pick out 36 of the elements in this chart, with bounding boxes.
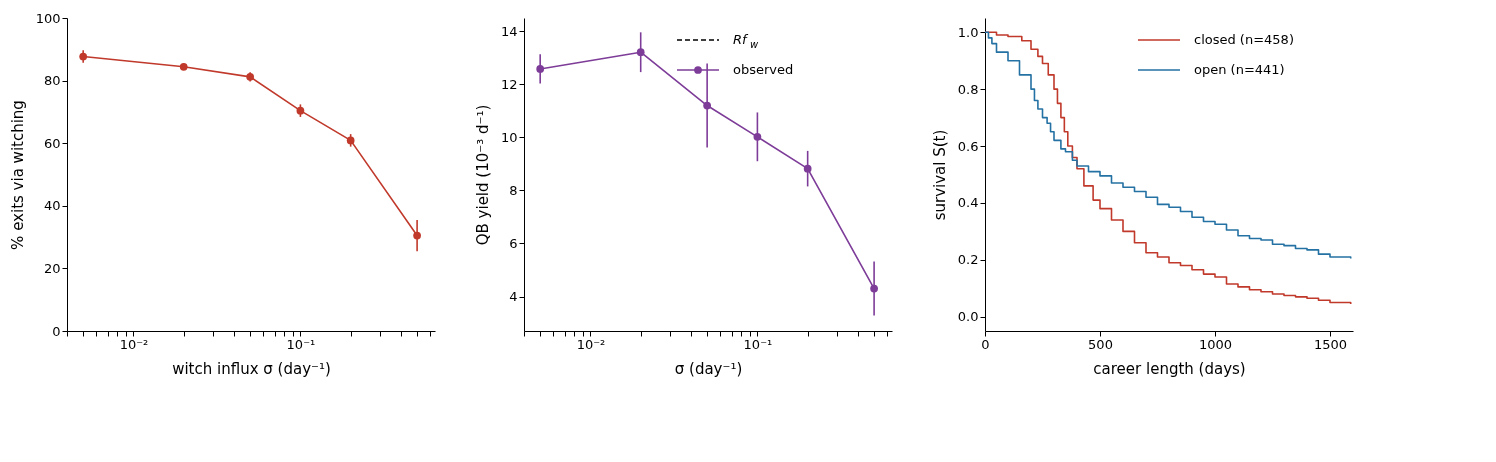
y-tick-label: 100	[35, 10, 61, 26]
y-tick-label: 0.6	[957, 138, 979, 154]
legend-label: open (n=441)	[1194, 62, 1285, 77]
x-tick-label: 1500	[1313, 336, 1348, 352]
x-tick-label: 0	[981, 336, 990, 352]
y-tick-label: 60	[43, 135, 61, 151]
x-axis-title: career length (days)	[1093, 359, 1246, 378]
y-tick-label: 40	[43, 198, 61, 214]
x-tick-label: 500	[1088, 336, 1113, 352]
y-tick-label: 20	[43, 260, 61, 276]
y-tick-label: 0	[52, 323, 61, 339]
y-tick-label: 14	[500, 23, 518, 39]
legend-label: closed (n=458)	[1194, 32, 1294, 47]
y-tick-label: 4	[509, 289, 518, 305]
x-axis-title: σ (day⁻¹)	[674, 359, 743, 378]
y-tick-label: 80	[43, 73, 61, 89]
x-tick-label: 10⁻²	[576, 336, 606, 352]
y-axis-title: % exits via witching	[8, 100, 27, 250]
x-axis-title: witch influx σ (day⁻¹)	[172, 359, 331, 378]
legend-label: Rfw	[733, 32, 759, 50]
y-tick-label: 10	[500, 129, 518, 145]
legend-label: observed	[733, 62, 794, 77]
x-tick-label: 10⁻¹	[286, 336, 316, 352]
y-tick-label: 0.4	[957, 195, 979, 211]
y-tick-label: 0.8	[957, 81, 979, 97]
x-tick-label: 1000	[1198, 336, 1233, 352]
x-tick-label: 10⁻²	[119, 336, 149, 352]
y-axis-title: survival S(t)	[930, 129, 949, 221]
y-tick-label: 0.0	[957, 309, 979, 325]
x-tick-label: 10⁻¹	[743, 336, 773, 352]
y-tick-label: 1.0	[957, 24, 979, 40]
y-tick-label: 12	[500, 76, 518, 92]
y-tick-label: 6	[509, 235, 518, 251]
y-axis-title: QB yield (10⁻³ d⁻¹)	[473, 104, 492, 246]
y-tick-label: 0.2	[957, 252, 979, 268]
y-tick-label: 8	[509, 182, 518, 198]
